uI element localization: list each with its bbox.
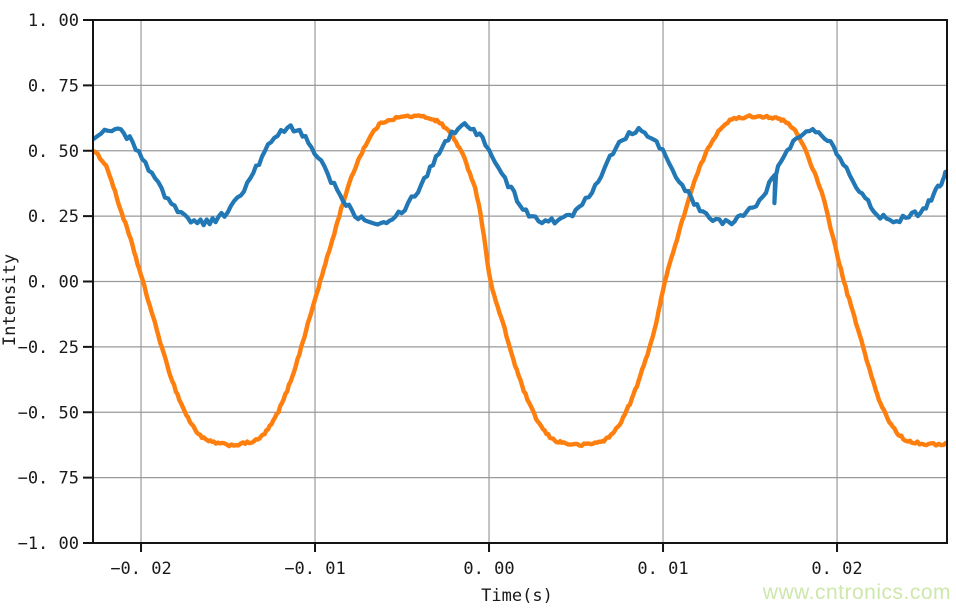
x-tick-label: −0. 01 <box>284 559 345 579</box>
y-tick-label: −0. 50 <box>18 403 79 423</box>
x-axis-title: Time(s) <box>481 586 553 606</box>
y-tick-label: 0. 00 <box>28 273 79 293</box>
y-tick-label: 0. 25 <box>28 207 79 227</box>
series-measured-intensity-signal <box>93 121 947 228</box>
watermark: www.cntronics.com <box>762 581 951 604</box>
y-tick-label: −0. 25 <box>18 338 79 358</box>
y-tick-label: 0. 75 <box>28 76 79 96</box>
series-sine-drive-signal <box>93 113 947 449</box>
y-tick-label: −0. 75 <box>18 469 79 489</box>
x-tick-label: 0. 01 <box>637 559 688 579</box>
x-tick-label: 0. 00 <box>463 559 514 579</box>
y-tick-label: 1. 00 <box>28 11 79 31</box>
y-tick-label: −1. 00 <box>18 534 79 554</box>
y-axis-title: Intensity <box>0 254 20 346</box>
y-tick-label: 0. 50 <box>28 142 79 162</box>
x-tick-label: 0. 02 <box>811 559 862 579</box>
x-tick-label: −0. 02 <box>110 559 171 579</box>
